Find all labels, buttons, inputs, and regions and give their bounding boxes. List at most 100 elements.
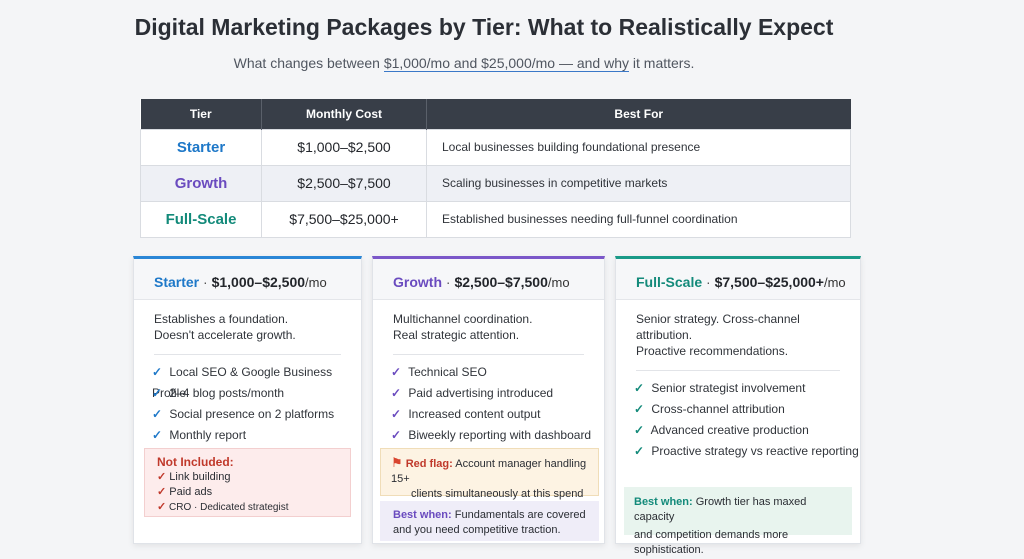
check-icon: ✓ (634, 444, 645, 458)
subtitle-underlined: $1,000/mo and $25,000/mo — and why (383, 55, 630, 72)
header-monthly-cost: Monthly Cost (261, 99, 427, 129)
starter-card: Starter · $1,000–$2,500/mo Establishes a… (133, 256, 362, 544)
tier-name-full-scale: Full-Scale (140, 200, 262, 238)
feature-label: Biweekly reporting with dashboard (408, 428, 592, 442)
growth-card: Growth · $2,500–$7,500/mo Multichannel c… (372, 256, 605, 544)
tier-cost-full-scale: $7,500–$25,000+ (261, 200, 427, 238)
per-month: /mo (547, 275, 570, 290)
red-flag-line: ⚑ Red flag: Account manager handling 15+ (391, 455, 588, 487)
list-item: ✓ Monthly report (152, 425, 361, 446)
best-when-text: Fundamentals are covered (451, 509, 586, 521)
tier-name-starter: Starter (140, 128, 262, 166)
best-when-label: Best when: (393, 509, 452, 521)
full-scale-card-name: Full-Scale (636, 274, 703, 290)
full-scale-feature-list: ✓ Senior strategist involvement ✓ Cross-… (616, 371, 860, 462)
best-when-box: Best when: Fundamentals are covered and … (380, 501, 599, 541)
check-icon: ✓ (152, 407, 163, 421)
excluded-label: Paid ads (169, 486, 213, 498)
check-icon: ✓ (391, 407, 402, 421)
divider (636, 370, 840, 371)
list-item: ✓ Link building (157, 470, 338, 485)
description-line: Doesn't accelerate growth. (154, 328, 296, 342)
excluded-label: CRO · Dedicated strategist (169, 502, 289, 513)
divider (393, 354, 584, 355)
per-month: /mo (305, 275, 327, 290)
check-icon: ✓ (152, 386, 163, 400)
list-item: ✓ Technical SEO (391, 362, 604, 383)
feature-label: Technical SEO (408, 365, 487, 379)
tier-cost-growth: $2,500–$7,500 (261, 164, 427, 202)
full-scale-card-header: Full-Scale · $7,500–$25,000+/mo (616, 259, 860, 300)
tier-best-full-scale: Established businesses needing full-funn… (426, 200, 851, 238)
description-line: Establishes a foundation. (154, 312, 289, 326)
page-title: Digital Marketing Packages by Tier: What… (134, 14, 834, 40)
feature-label: Proactive strategy vs reactive reporting (651, 444, 859, 458)
per-month: /mo (823, 275, 846, 290)
list-item: ✓ Senior strategist involvement (634, 378, 860, 399)
description-line: Real strategic attention. (393, 328, 520, 342)
list-item: ✓ Biweekly reporting with dashboard (391, 425, 604, 446)
tier-cost-starter: $1,000–$2,500 (261, 128, 427, 166)
starter-card-header: Starter · $1,000–$2,500/mo (134, 259, 361, 300)
feature-label: Paid advertising introduced (408, 386, 554, 400)
table-row: Growth $2,500–$7,500 Scaling businesses … (140, 164, 851, 202)
list-item: ✓ Paid ads (157, 485, 338, 500)
separator: · (442, 274, 455, 290)
feature-label: Social presence on 2 platforms (169, 407, 335, 421)
list-item: ✓ Advanced creative production (634, 420, 860, 441)
red-flag-text: Account manager handling 15+ (391, 458, 587, 485)
excluded-label: Link building (169, 471, 231, 483)
not-included-box: Not Included: ✓ Link building ✓ Paid ads… (144, 448, 351, 517)
full-scale-card: Full-Scale · $7,500–$25,000+/mo Senior s… (615, 256, 861, 556)
description-line: Multichannel coordination. (393, 312, 533, 326)
flag-icon: ⚑ (391, 455, 403, 470)
check-icon: ✓ (391, 428, 402, 442)
growth-card-header: Growth · $2,500–$7,500/mo (373, 259, 604, 300)
starter-card-description: Establishes a foundation. Doesn't accele… (134, 300, 361, 343)
feature-label: Senior strategist involvement (651, 381, 806, 395)
subtitle-before: What changes between (233, 55, 384, 71)
tier-best-growth: Scaling businesses in competitive market… (426, 164, 851, 202)
list-item: ✓ Cross-channel attribution (634, 399, 860, 420)
separator: · (702, 274, 715, 290)
tier-name-growth: Growth (140, 164, 262, 202)
best-when-text-line: and competition demands more sophisticat… (634, 529, 789, 556)
feature-label: Cross-channel attribution (651, 402, 785, 416)
list-item: ✓ Paid advertising introduced (391, 383, 604, 404)
list-item: ✓ Social presence on 2 platforms (152, 404, 361, 425)
check-icon: ✓ (157, 486, 167, 498)
best-when-label: Best when: (634, 496, 693, 508)
red-flag-box: ⚑ Red flag: Account manager handling 15+… (380, 448, 599, 515)
best-when-box: Best when: Growth tier has maxed capacit… (624, 487, 852, 556)
best-when-text-line: and you need competitive traction. (393, 524, 561, 536)
best-when-text: Growth tier has maxed capacity (634, 496, 807, 523)
growth-card-price: $2,500–$7,500 (454, 274, 548, 290)
check-icon: ✓ (157, 471, 167, 483)
not-included-title: Not Included: (157, 455, 234, 469)
best-when-line: Best when: Growth tier has maxed capacit… (634, 495, 842, 525)
growth-card-description: Multichannel coordination. Real strategi… (373, 300, 604, 343)
separator: · (199, 274, 212, 290)
growth-card-name: Growth (393, 274, 442, 290)
list-item: ✓ 2–4 blog posts/month (152, 383, 361, 404)
table-header-row: Tier Monthly Cost Best For (140, 99, 851, 129)
list-item: ✓ Increased content output (391, 404, 604, 425)
tier-comparison-table: Tier Monthly Cost Best For Starter $1,00… (140, 99, 851, 238)
check-icon: ✓ (157, 501, 167, 513)
check-icon: ✓ (634, 381, 645, 395)
tier-best-starter: Local businesses building foundational p… (426, 128, 851, 166)
header-best-for: Best For (426, 99, 851, 129)
check-icon: ✓ (152, 428, 163, 442)
check-icon: ✓ (391, 365, 402, 379)
feature-label: Increased content output (408, 407, 541, 421)
page-subtitle: What changes between $1,000/mo and $25,0… (0, 55, 928, 72)
divider (154, 354, 341, 355)
feature-label: 2–4 blog posts/month (169, 386, 285, 400)
starter-feature-list: ✓ Local SEO & Google Business Profile ✓ … (134, 355, 361, 446)
subtitle-after: it matters. (629, 55, 695, 71)
best-when-line: Best when: Fundamentals are covered (393, 508, 589, 523)
list-item: ✓ Proactive strategy vs reactive reporti… (634, 441, 860, 462)
check-icon: ✓ (634, 402, 645, 416)
starter-card-price: $1,000–$2,500 (211, 274, 306, 290)
list-item: ✓ Local SEO & Google Business Profile (152, 362, 361, 400)
